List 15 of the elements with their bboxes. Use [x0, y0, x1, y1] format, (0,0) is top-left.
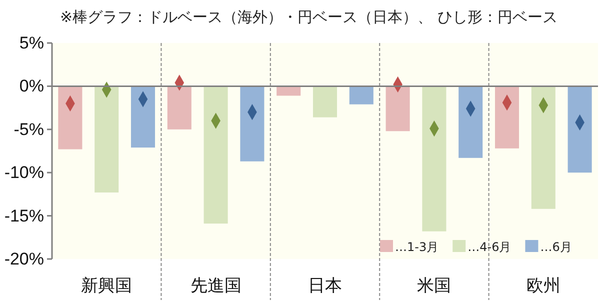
y-tick-label: 0% [19, 76, 44, 96]
chart-title: ※棒グラフ：ドルベース（海外）・円ベース（日本）、 ひし形：円ベース [60, 8, 558, 26]
x-tick-label: 米国 [417, 276, 452, 296]
y-tick-label: -5% [14, 120, 44, 139]
x-tick-label: 欧州 [526, 276, 560, 296]
legend-label: …6月 [540, 240, 572, 254]
x-tick-label: 日本 [308, 276, 342, 296]
x-tick-label: 先進国 [190, 276, 242, 296]
legend-label: …4-6月 [468, 240, 512, 254]
y-tick-label: 5% [19, 33, 44, 52]
y-tick-label: -15% [4, 206, 44, 226]
x-tick-label: 新興国 [81, 276, 132, 296]
legend-label: …1-3月 [395, 240, 439, 254]
y-tick-label: -20% [4, 249, 44, 268]
y-tick-label: -10% [4, 163, 44, 182]
